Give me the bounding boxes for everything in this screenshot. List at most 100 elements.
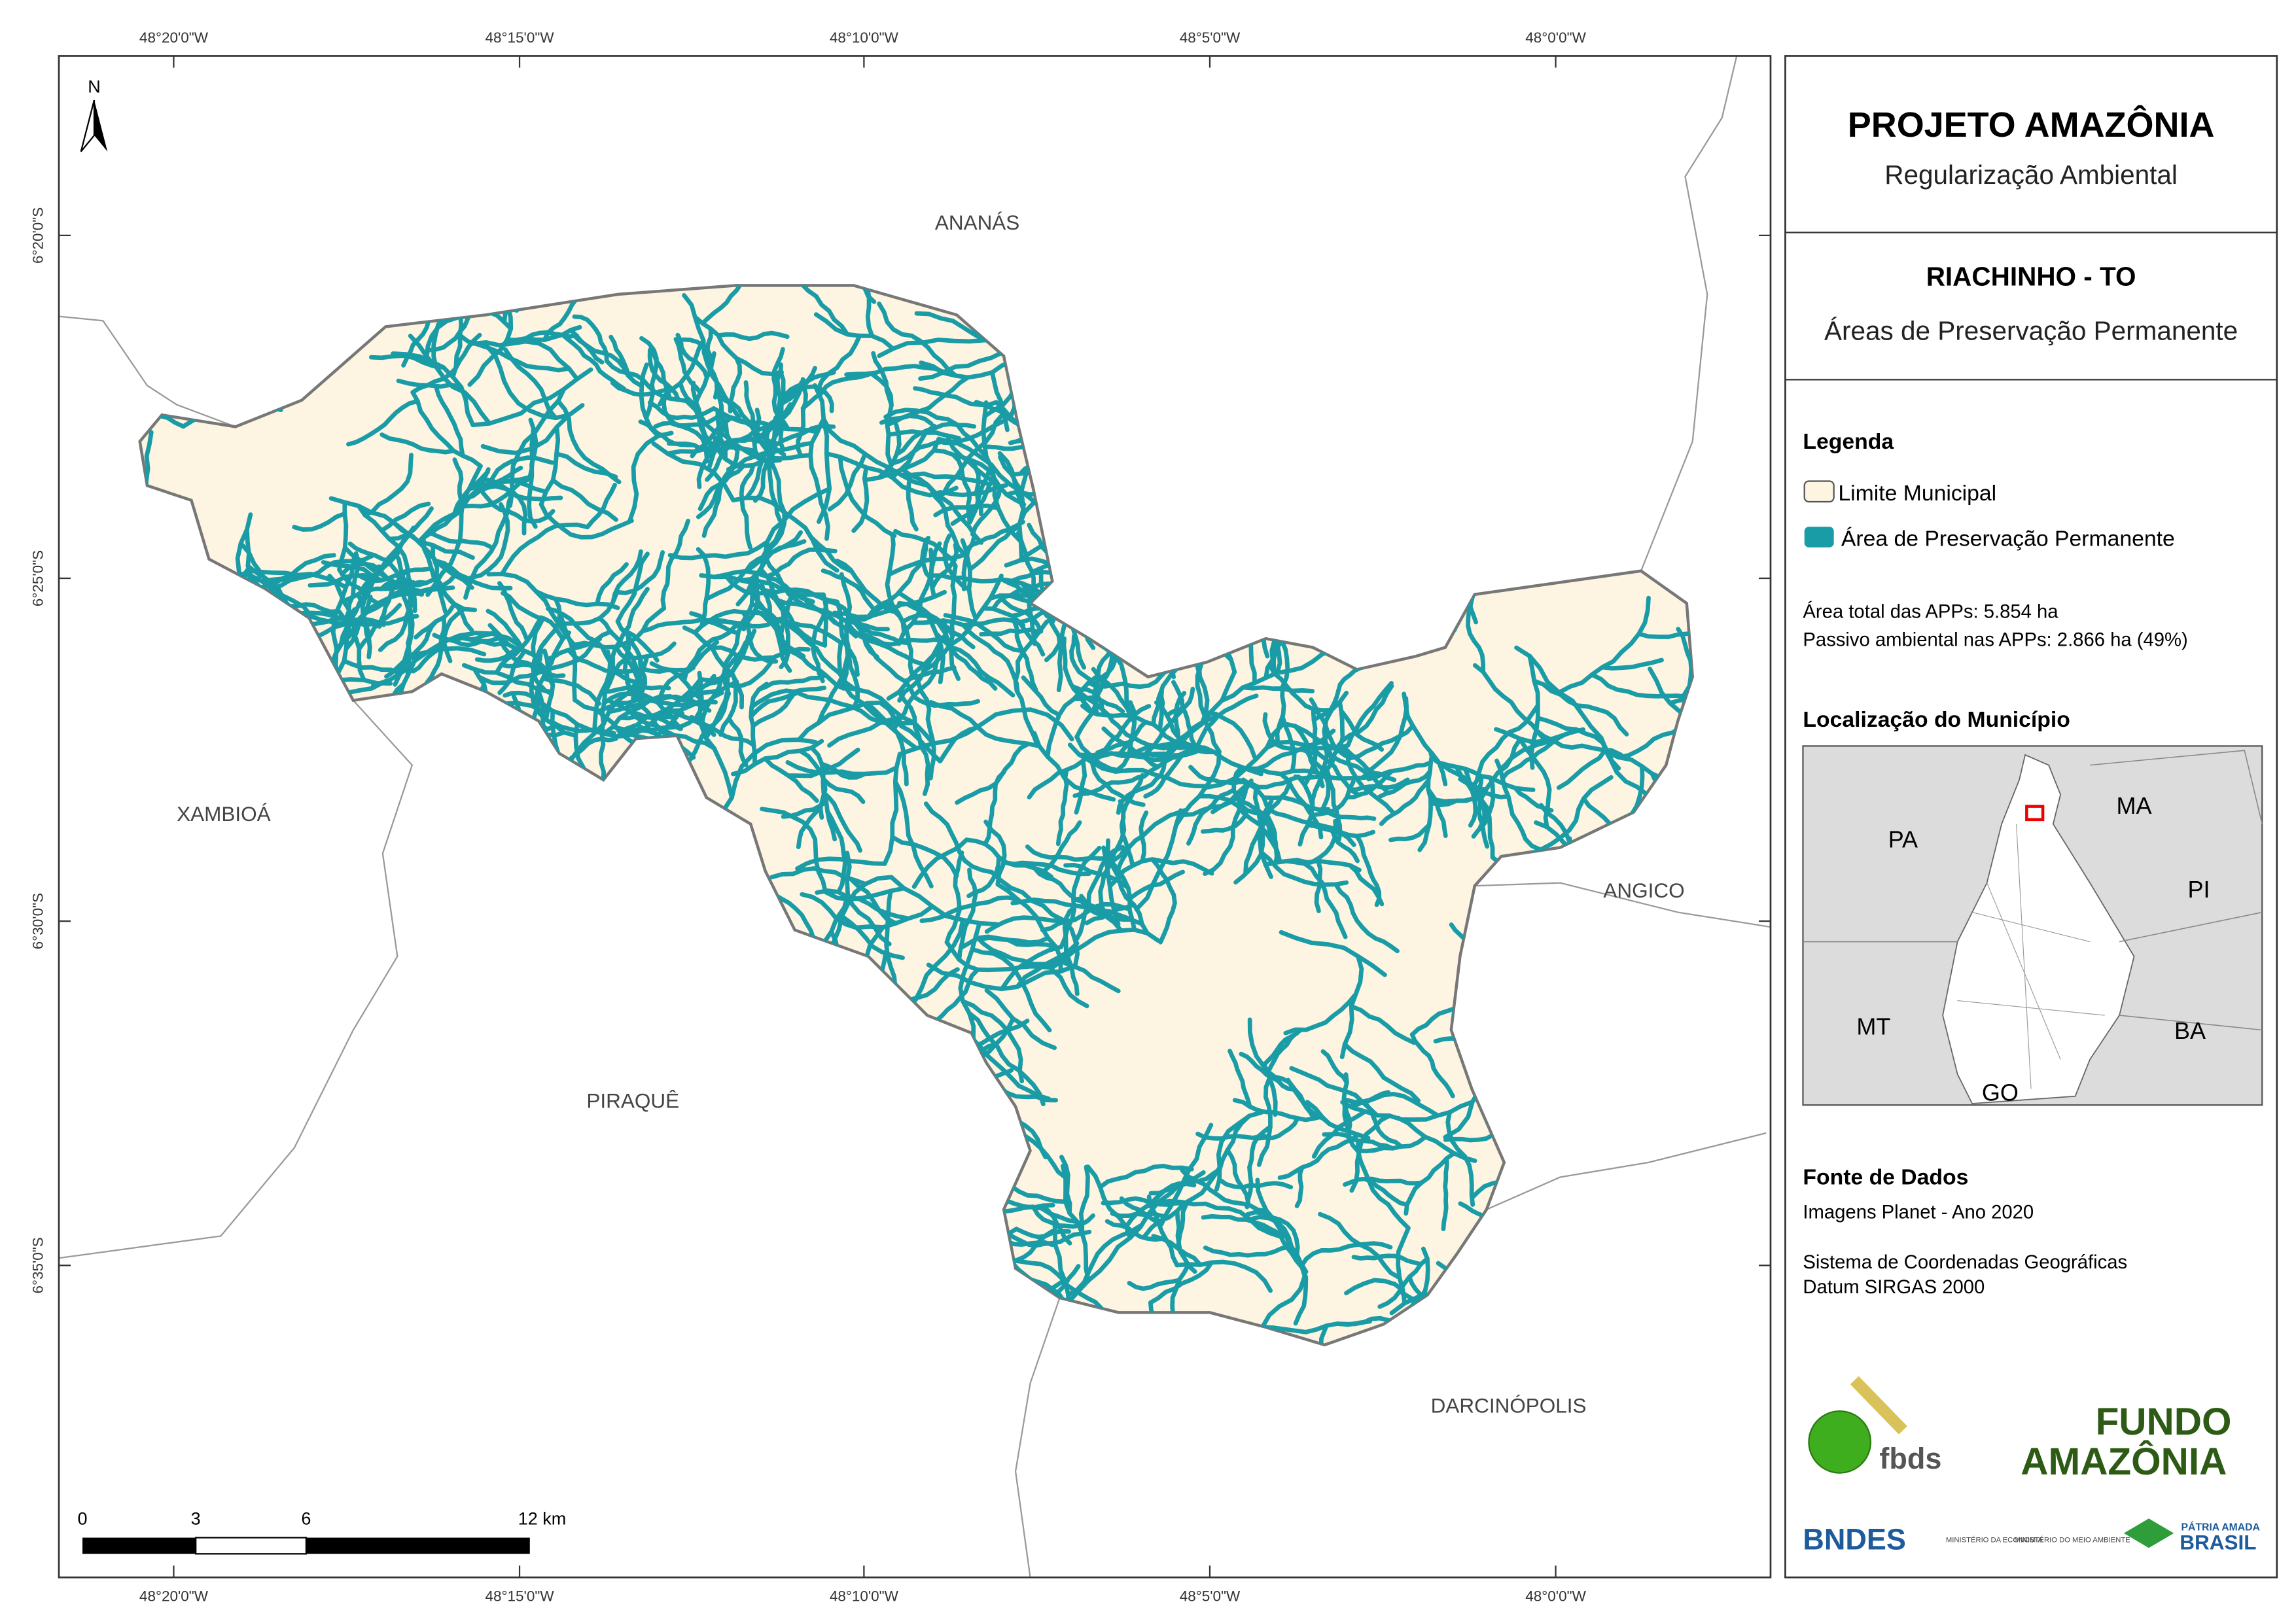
river [599,714,608,794]
river [1295,858,1348,939]
river [696,547,711,629]
river [1636,631,1693,643]
river [964,837,1054,879]
river [1025,844,1112,862]
river [618,699,718,737]
river [414,601,457,640]
map-frame [58,55,1772,1579]
river [1080,703,1168,739]
neighbor-label: ANANÁS [935,211,1019,234]
river [1267,663,1334,713]
municipal-limit [138,284,1695,1347]
river [1227,1049,1252,1109]
river [1174,1208,1197,1274]
river [410,390,483,468]
river [337,500,349,572]
river [749,539,807,582]
river [989,869,1080,968]
river [890,439,953,466]
brasil-logo [2123,1518,2174,1548]
river [1180,1168,1269,1213]
river [1210,782,1253,814]
river [1101,726,1160,769]
river [1231,765,1266,816]
river [885,413,934,427]
river [931,448,1027,507]
river [1494,758,1543,852]
graticule-label: 48°0'0"W [1525,1588,1586,1604]
boundary [1014,1297,1061,1578]
legend-item: Limite Municipal [1838,481,1996,506]
river [1232,776,1278,845]
river [1203,1244,1293,1258]
river [925,967,980,1028]
river [796,805,823,850]
river [619,627,660,663]
river [1220,642,1349,703]
river [600,655,630,727]
river [1201,1213,1289,1240]
river [452,469,490,516]
river [1174,1259,1273,1293]
river [1557,595,1651,695]
river [378,597,417,652]
river [1261,811,1279,865]
graticule-label: 48°10'0"W [830,29,899,46]
river [699,573,788,626]
river [1263,858,1362,873]
location-title: Localização do Município [1803,707,2070,732]
river [984,915,1066,934]
river [957,867,978,962]
river [756,672,828,692]
river [999,945,1064,992]
river [1014,1227,1072,1240]
north-label: N [88,77,101,97]
river [1087,753,1146,807]
river [844,364,947,377]
source-line: Datum SIRGAS 2000 [1803,1277,1985,1298]
river [1286,1077,1316,1121]
river [665,436,786,457]
river [453,629,499,642]
river [461,478,530,509]
river [476,483,556,524]
river [503,690,550,714]
river [1314,858,1323,913]
river [499,639,556,688]
river [539,502,634,540]
river [1146,1194,1180,1268]
river [639,362,661,438]
river [1513,786,1554,813]
river [328,496,475,560]
river [1347,863,1385,907]
river [822,777,866,805]
river [773,597,890,632]
river [1430,796,1483,808]
river [560,332,627,391]
river [1127,1278,1182,1291]
river [1342,1041,1421,1103]
river [245,568,348,590]
river [1055,956,1121,994]
river [928,541,942,599]
boundary [59,699,414,1259]
river [731,739,824,777]
river [1059,845,1102,950]
river [911,695,981,708]
logo-text: AMAZÔNIA [2021,1439,2227,1483]
scale-label: 6 [301,1509,311,1528]
river [815,888,911,921]
river [1098,846,1127,918]
river [1256,1075,1273,1167]
river [1072,774,1147,798]
river [1396,1115,1477,1163]
river [1532,678,1629,737]
river [1279,771,1324,840]
river [1027,753,1093,800]
river [1214,1113,1252,1192]
river [1514,645,1610,755]
inset-label: MT [1856,1013,1890,1039]
river [362,453,414,517]
river [824,451,959,498]
